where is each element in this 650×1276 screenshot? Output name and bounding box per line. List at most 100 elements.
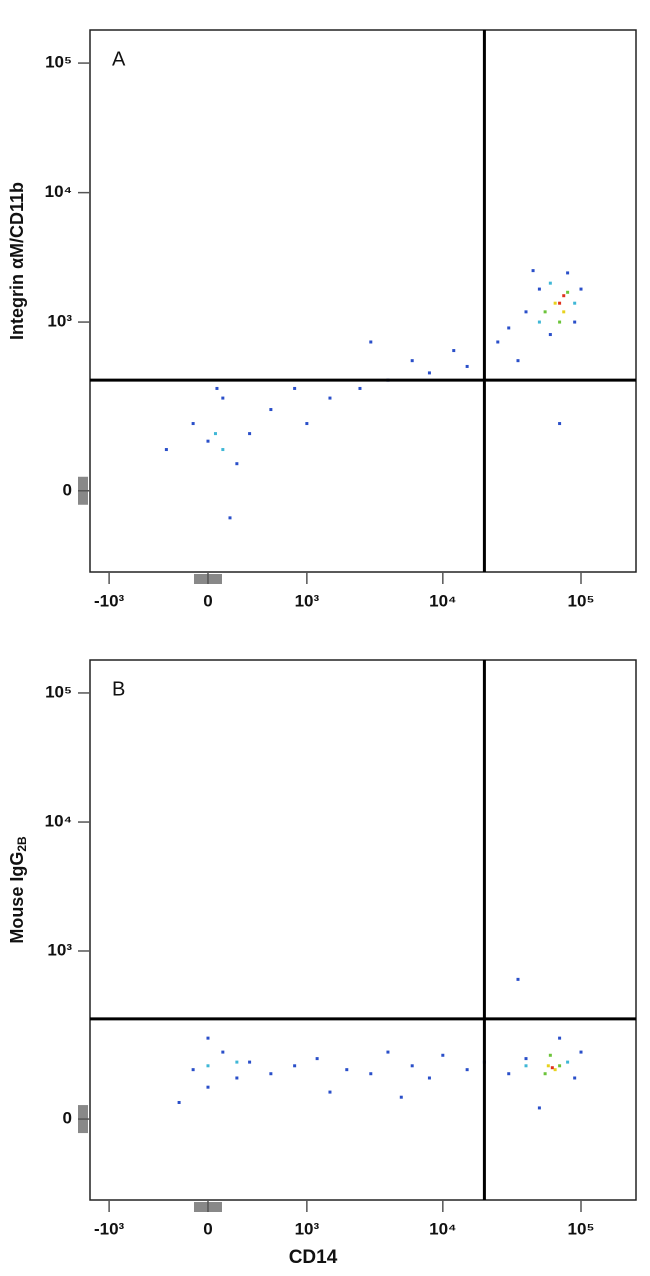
event-dot	[441, 1053, 445, 1057]
event-dot	[293, 1064, 297, 1068]
y-axis-title: Mouse IgG2B	[7, 836, 29, 944]
event-dot	[465, 364, 469, 368]
event-dot	[524, 310, 528, 314]
x-tick-label: -10³	[94, 591, 125, 610]
event-dot	[215, 386, 219, 390]
event-dot	[543, 1072, 547, 1076]
y-tick-label: 10⁴	[45, 812, 72, 831]
event-dot	[537, 1106, 541, 1110]
event-dot	[579, 287, 583, 291]
event-dot	[507, 1072, 511, 1076]
y-axis-title-subscript: 2B	[15, 836, 29, 852]
y-tick-label: 10⁵	[45, 682, 72, 701]
x-tick-label: 10³	[295, 591, 320, 610]
event-dot	[191, 1068, 195, 1072]
event-dot	[206, 1064, 210, 1068]
plot-frame	[89, 659, 637, 1201]
event-dot	[558, 301, 562, 305]
event-dot	[221, 396, 225, 400]
event-dot	[206, 1036, 210, 1040]
event-dot	[524, 1057, 528, 1061]
event-dot	[269, 1072, 273, 1076]
event-dot	[546, 1064, 550, 1068]
event-dot	[328, 396, 332, 400]
event-dot	[558, 422, 562, 426]
event-dot	[543, 310, 547, 314]
event-dot	[315, 1057, 319, 1061]
event-dot	[553, 301, 557, 305]
event-dot	[427, 371, 431, 375]
event-dot	[305, 422, 309, 426]
event-dot	[358, 386, 362, 390]
event-dot	[465, 1068, 469, 1072]
event-dot	[516, 977, 520, 981]
event-dot	[213, 432, 217, 436]
plot-frame	[89, 29, 637, 573]
event-dot	[531, 269, 535, 273]
event-dot	[386, 1050, 390, 1054]
y-axis-title-text: Mouse IgG	[7, 852, 27, 944]
event-dot	[427, 1076, 431, 1080]
x-tick-label: 10⁴	[429, 591, 456, 610]
x-tick-label: 0	[203, 1219, 212, 1238]
x-tick-label: 10⁵	[568, 591, 595, 610]
event-dot	[345, 1068, 349, 1072]
event-dot	[369, 340, 373, 344]
event-dot	[548, 281, 552, 285]
y-tick-label: 0	[63, 1109, 72, 1128]
event-dot	[235, 1060, 239, 1064]
event-dot	[558, 1064, 562, 1068]
x-tick-label: 10³	[295, 1219, 320, 1238]
event-dot	[248, 432, 252, 436]
event-dot	[553, 1068, 557, 1072]
y-axis-title-text: Integrin αM/CD11b	[7, 182, 27, 340]
event-dot	[269, 408, 273, 412]
panel: -10³ 0 10³ 10⁴ 10⁵ 0 10³ 10⁴ 10⁵ A Integrin αM/CD1…	[7, 29, 637, 610]
event-dot	[573, 1076, 577, 1080]
event-dot	[235, 1076, 239, 1080]
event-dot	[228, 516, 232, 520]
event-dot	[410, 1064, 414, 1068]
event-dot	[410, 359, 414, 363]
event-dot	[235, 462, 239, 466]
event-dot	[191, 422, 195, 426]
x-axis-title: CD14	[289, 1247, 338, 1268]
event-dot	[558, 320, 562, 324]
event-dot	[573, 320, 577, 324]
event-dot	[548, 1053, 552, 1057]
event-dot	[537, 287, 541, 291]
event-dot	[566, 290, 570, 294]
event-dot	[548, 333, 552, 337]
panel-label: A	[112, 48, 126, 70]
y-axis-title: Integrin αM/CD11b	[7, 182, 27, 340]
event-dot	[573, 301, 577, 305]
y-tick-label: 10³	[47, 940, 72, 959]
event-dot	[452, 349, 456, 353]
event-dot	[221, 448, 225, 452]
y-tick-label: 10³	[47, 312, 72, 331]
x-tick-label: -10³	[94, 1219, 125, 1238]
event-dot	[562, 294, 566, 298]
event-dot	[164, 448, 168, 452]
panel-label: B	[112, 678, 125, 700]
x-tick-label: 0	[203, 591, 212, 610]
event-dot	[566, 271, 570, 275]
event-dot	[221, 1050, 225, 1054]
event-dot	[248, 1060, 252, 1064]
x-tick-label: 10⁵	[568, 1219, 595, 1238]
event-dot	[206, 1085, 210, 1089]
y-tick-label: 0	[63, 480, 72, 499]
event-dot	[579, 1050, 583, 1054]
event-dot	[558, 1036, 562, 1040]
y-tick-label: 10⁴	[45, 182, 72, 201]
event-dot	[369, 1072, 373, 1076]
event-dot	[206, 439, 210, 443]
event-dot	[562, 310, 566, 314]
event-dot	[524, 1064, 528, 1068]
event-dot	[516, 359, 520, 363]
event-dot	[496, 340, 500, 344]
event-dot	[507, 326, 511, 330]
x-tick-label: 10⁴	[429, 1219, 456, 1238]
event-dot	[537, 320, 541, 324]
